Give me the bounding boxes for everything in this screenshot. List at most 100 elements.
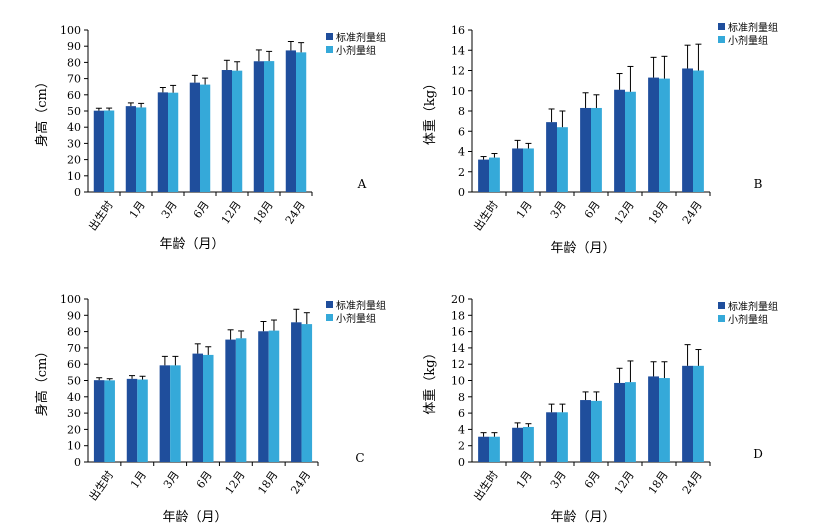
bar-low-4 [232, 70, 243, 192]
chart-panel-d: 0 2 4 6 8 10 12 14 16 18 20 出生时 1月 3月 6月 12月 18月 24月 标准剂量组… [422, 293, 778, 525]
bar-standard-3 [192, 353, 203, 462]
bar-standard-4 [614, 89, 625, 192]
y-tick-label: 10 [451, 375, 465, 388]
x-axis-title: 年龄（月） [550, 241, 615, 256]
x-tick-label: 1月 [514, 469, 535, 491]
y-tick-label: 80 [67, 326, 81, 339]
bar-low-6 [693, 365, 704, 462]
chart-panel-c: 0 10 20 30 40 50 60 70 80 90 100 出生时 1月 3月 6月 12月 18月 24月… [34, 293, 386, 525]
x-tick-label: 12月 [223, 469, 248, 497]
bar-low-1 [136, 107, 147, 192]
y-tick-label: 60 [67, 89, 81, 102]
bar-low-5 [268, 330, 280, 462]
y-tick-label: 0 [74, 456, 81, 469]
y-tick-label: 40 [67, 391, 81, 404]
y-tick-label: 40 [67, 121, 81, 134]
y-tick-label: 16 [451, 326, 465, 339]
bar-standard-6 [682, 365, 693, 462]
x-tick-label: 1月 [127, 199, 148, 221]
bar-standard-1 [512, 427, 523, 462]
y-axis-title: 体重（kg） [422, 346, 438, 414]
y-tick-label: 0 [74, 186, 81, 199]
x-tick-label: 18月 [255, 469, 280, 497]
y-tick-label: 20 [451, 293, 465, 306]
y-tick-label: 12 [451, 65, 465, 78]
bar-low-4 [235, 338, 247, 462]
y-tick-label: 30 [67, 407, 81, 420]
y-tick-label: 10 [451, 85, 465, 98]
legend-label: 标准剂量组 [728, 300, 778, 313]
bar-low-2 [557, 412, 568, 462]
legend-label: 小剂量组 [336, 44, 376, 57]
y-tick-label: 14 [451, 44, 465, 57]
y-tick-label: 2 [458, 440, 465, 453]
legend-label: 标准剂量组 [728, 21, 778, 34]
legend-swatch [326, 314, 333, 321]
x-tick-label: 18月 [646, 469, 671, 497]
bar-low-5 [659, 378, 670, 462]
bar-standard-3 [580, 400, 591, 462]
bar-low-3 [200, 84, 211, 192]
bar-standard-5 [258, 331, 269, 462]
panel-label: C [355, 451, 364, 465]
y-tick-label: 90 [67, 40, 81, 53]
bar-standard-6 [682, 68, 693, 192]
bar-standard-4 [221, 70, 232, 192]
bar-low-6 [301, 324, 313, 462]
x-tick-label: 24月 [680, 199, 705, 227]
legend-label: 小剂量组 [336, 312, 376, 325]
x-axis-title: 年龄（月） [162, 510, 227, 525]
y-axis-title: 身高（cm） [34, 345, 50, 417]
bar-low-1 [523, 426, 534, 462]
bar-standard-2 [159, 365, 171, 462]
y-tick-label: 20 [67, 423, 81, 436]
bar-standard-0 [93, 380, 105, 462]
x-tick-label: 出生时 [86, 468, 116, 503]
legend-label: 标准剂量组 [336, 31, 386, 44]
y-tick-label: 0 [458, 456, 465, 469]
bar-low-3 [591, 107, 602, 192]
x-tick-label: 6月 [582, 469, 603, 491]
bar-low-1 [137, 379, 148, 462]
bar-standard-5 [648, 77, 659, 192]
bar-standard-3 [189, 82, 200, 192]
bar-low-4 [625, 91, 636, 192]
x-tick-label: 6月 [582, 199, 603, 221]
y-tick-label: 10 [67, 440, 81, 453]
x-tick-label: 1月 [128, 469, 149, 491]
y-tick-label: 80 [67, 56, 81, 69]
bar-standard-1 [512, 148, 523, 192]
legend-swatch [718, 23, 725, 30]
chart-panel-a: 0 10 20 30 40 50 60 70 80 90 100 出生时 1月 3月 6月 12月 18月 24月… [34, 24, 386, 252]
bar-standard-0 [478, 436, 489, 462]
bar-standard-6 [285, 50, 296, 192]
legend-swatch [718, 36, 725, 43]
y-tick-label: 60 [67, 358, 81, 371]
y-tick-label: 8 [458, 391, 465, 404]
x-tick-label: 6月 [191, 199, 212, 221]
y-axis-title: 身高（cm） [34, 75, 50, 147]
y-tick-label: 4 [458, 146, 465, 159]
bar-standard-5 [253, 61, 264, 193]
bar-low-6 [693, 70, 704, 192]
y-tick-label: 0 [458, 186, 465, 199]
bar-low-1 [523, 148, 534, 192]
bar-low-4 [625, 382, 636, 462]
legend-swatch [326, 301, 333, 308]
x-tick-label: 18月 [646, 199, 671, 227]
x-axis-title: 年龄（月） [159, 237, 224, 252]
y-tick-label: 2 [458, 166, 465, 179]
bar-low-3 [591, 400, 602, 462]
bar-low-0 [104, 380, 115, 462]
bar-low-0 [489, 436, 500, 462]
y-tick-label: 70 [67, 73, 81, 86]
bar-low-2 [168, 92, 179, 192]
legend-label: 小剂量组 [728, 313, 768, 326]
x-tick-label: 18月 [251, 199, 276, 227]
legend-swatch [718, 315, 725, 322]
bar-standard-6 [291, 322, 302, 462]
bar-standard-1 [125, 106, 136, 192]
y-tick-label: 4 [458, 423, 465, 436]
y-axis-title: 体重（kg） [422, 77, 438, 145]
y-tick-label: 30 [67, 137, 81, 150]
